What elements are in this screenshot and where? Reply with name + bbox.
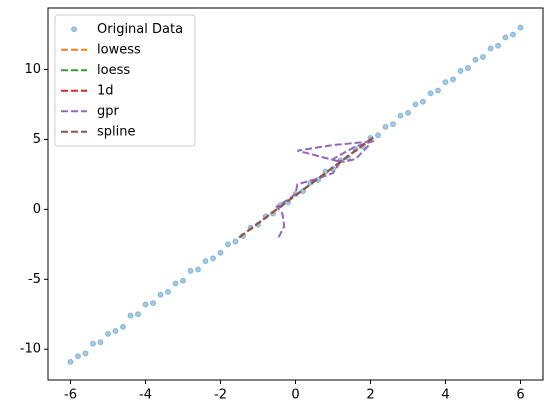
data-point [420, 98, 426, 105]
data-point [157, 291, 164, 298]
data-point [127, 312, 134, 319]
legend-label: Original Data [97, 22, 183, 37]
data-point [382, 123, 389, 130]
data-point [510, 31, 516, 38]
data-point [195, 266, 201, 273]
data-point [390, 121, 396, 128]
data-point [180, 277, 186, 284]
y-tick-label: 0 [33, 202, 41, 217]
data-point [435, 87, 441, 94]
x-tick-label: 6 [516, 388, 524, 403]
data-point [97, 339, 104, 346]
legend-label: 1d [97, 83, 114, 98]
y-tick-label: 10 [24, 62, 41, 77]
data-point [480, 53, 486, 60]
legend-label: spline [97, 124, 136, 139]
data-point [397, 112, 404, 119]
x-tick-label: 0 [291, 388, 299, 403]
y-tick-label: -5 [28, 272, 41, 287]
data-point [210, 255, 216, 262]
legend-label: loess [97, 63, 130, 78]
x-tick-label: -6 [64, 388, 77, 403]
y-tick-label: -10 [20, 342, 41, 357]
data-point [442, 79, 449, 86]
data-point [495, 42, 501, 49]
x-tick-label: 4 [441, 388, 449, 403]
data-point [517, 24, 524, 31]
data-point [457, 67, 464, 74]
data-point [465, 65, 471, 72]
data-point [135, 311, 141, 318]
x-tick-label: -4 [139, 388, 152, 403]
data-point [232, 238, 239, 245]
x-tick-label: 2 [366, 388, 374, 403]
data-point [450, 76, 456, 83]
data-point [187, 267, 194, 274]
x-tick-label: -2 [214, 388, 227, 403]
legend-label: lowess [97, 42, 141, 57]
data-point [202, 258, 209, 265]
data-point [427, 90, 434, 97]
legend-marker [71, 26, 77, 33]
data-point [172, 280, 179, 287]
data-point [150, 300, 156, 307]
y-tick-label: 5 [33, 132, 41, 147]
data-point [472, 56, 479, 63]
data-point [120, 323, 126, 330]
data-point [217, 249, 224, 256]
data-point [165, 288, 171, 295]
data-point [67, 358, 74, 365]
legend: Original Data lowess loess 1d gpr spline [54, 14, 196, 147]
legend-box [54, 14, 196, 147]
fit-line [238, 135, 375, 239]
data-point [105, 330, 111, 337]
data-point [112, 328, 119, 335]
data-point [90, 340, 96, 347]
data-point [75, 353, 81, 360]
data-point [225, 241, 231, 248]
legend-label: gpr [97, 104, 120, 119]
data-point [487, 45, 494, 52]
data-point [412, 101, 419, 108]
data-point [82, 350, 89, 357]
plot-frame [47, 7, 544, 381]
data-point [142, 301, 149, 308]
data-point [375, 132, 381, 139]
data-point [405, 109, 411, 116]
data-point [502, 34, 509, 41]
